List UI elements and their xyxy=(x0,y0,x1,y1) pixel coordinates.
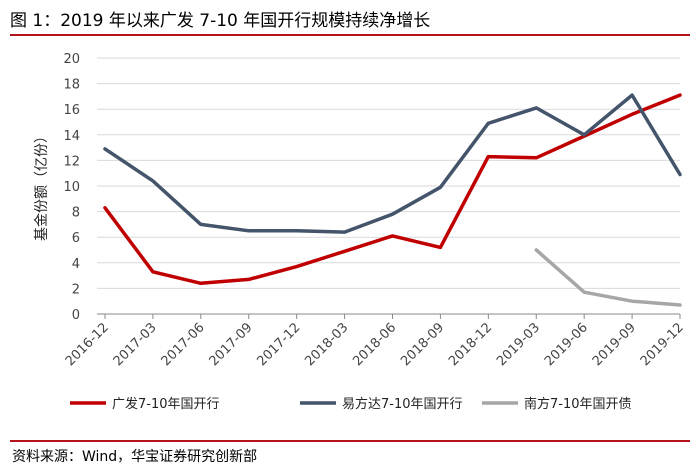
y-tick-label: 10 xyxy=(63,180,80,195)
x-axis-ticks: 2016-122017-032017-062017-092017-122018-… xyxy=(63,314,687,369)
source-note: 资料来源：Wind，华宝证券研究创新部 xyxy=(12,449,258,465)
y-tick-label: 0 xyxy=(72,308,80,323)
y-tick-label: 6 xyxy=(72,231,80,246)
legend: 广发7-10年国开行 易方达7-10年国开行 南方7-10年国开债 xyxy=(70,396,632,412)
series-line-3 xyxy=(534,248,682,307)
x-tick-label: 2017-09 xyxy=(207,320,256,369)
y-tick-label: 18 xyxy=(63,78,80,93)
x-tick-label: 2018-09 xyxy=(398,320,447,369)
x-tick-label: 2018-12 xyxy=(446,320,495,369)
grid-lines xyxy=(97,57,680,315)
chart-title: 图 1：2019 年以来广发 7-10 年国开行规模持续净增长 xyxy=(10,11,431,31)
legend-label-1: 广发7-10年国开行 xyxy=(112,396,220,412)
y-tick-label: 20 xyxy=(63,52,80,67)
x-tick-label: 2019-06 xyxy=(542,320,591,369)
x-tick-label: 2019-09 xyxy=(590,320,639,369)
y-tick-label: 14 xyxy=(63,129,80,144)
x-tick-label: 2016-12 xyxy=(63,320,112,369)
x-tick-label: 2019-12 xyxy=(638,320,687,369)
y-tick-label: 8 xyxy=(72,206,80,221)
y-tick-label: 12 xyxy=(63,154,80,169)
legend-label-2: 易方达7-10年国开行 xyxy=(342,396,463,412)
series-line-1 xyxy=(103,93,682,286)
footer-divider xyxy=(10,440,690,442)
x-tick-label: 2017-03 xyxy=(111,320,160,369)
y-axis-ticks: 0 2 4 6 8 10 12 14 16 18 20 xyxy=(63,52,80,323)
y-axis-label: 基金份额（亿份） xyxy=(33,129,50,241)
x-tick-label: 2017-06 xyxy=(159,320,208,369)
x-tick-label: 2018-03 xyxy=(302,320,351,369)
series-lines xyxy=(103,93,682,307)
y-tick-label: 16 xyxy=(63,103,80,118)
x-tick-label: 2017-12 xyxy=(254,320,303,369)
y-tick-label: 4 xyxy=(72,257,80,272)
x-tick-label: 2019-03 xyxy=(494,320,543,369)
y-tick-label: 2 xyxy=(72,282,80,297)
series-line-2 xyxy=(103,93,682,234)
legend-label-3: 南方7-10年国开债 xyxy=(524,396,632,412)
title-divider xyxy=(10,34,690,36)
x-tick-label: 2018-06 xyxy=(350,320,399,369)
